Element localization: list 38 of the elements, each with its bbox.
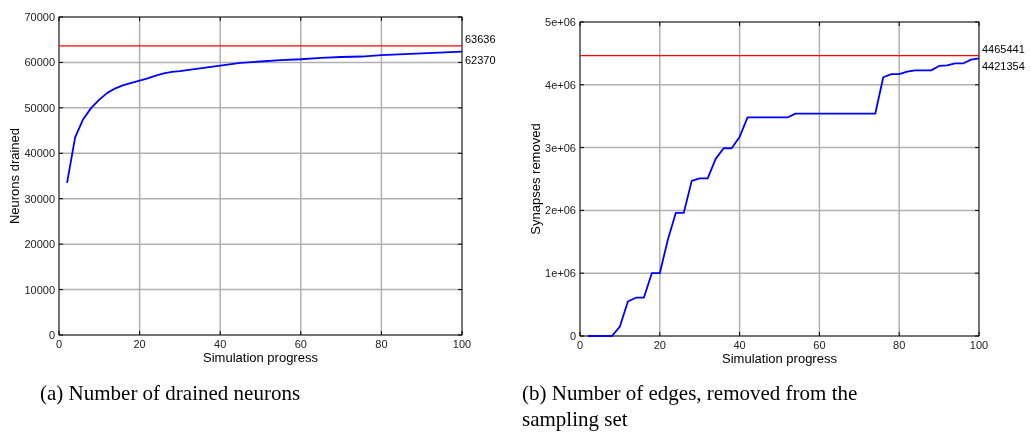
- x-tick-label: 20: [653, 339, 666, 351]
- y-tick-label: 2e+06: [545, 204, 576, 217]
- y-tick-label: 10000: [24, 283, 55, 296]
- x-tick-label: 40: [733, 339, 746, 351]
- x-tick-label: 40: [214, 338, 227, 350]
- x-tick-label: 20: [133, 338, 146, 350]
- y-tick-label: 4e+06: [545, 78, 576, 91]
- x-tick-label: 100: [452, 338, 472, 350]
- y-tick-label: 70000: [24, 11, 55, 23]
- x-tick-label: 80: [375, 338, 388, 350]
- y-tick-label: 50000: [24, 101, 55, 114]
- ref-line-label: 4465441: [982, 42, 1025, 55]
- x-tick-label: 80: [893, 339, 906, 351]
- x-tick-label: 0: [55, 338, 63, 350]
- y-tick-label: 0: [569, 330, 576, 342]
- y-tick-label: 20000: [24, 238, 55, 251]
- y-tick-label: 1e+06: [545, 267, 576, 280]
- y-tick-label: 60000: [24, 56, 55, 69]
- x-axis-title: Simulation progress: [722, 351, 838, 366]
- ref-line-label: 63636: [465, 32, 496, 45]
- line-series: [587, 57, 980, 337]
- y-axis-title: Synapses removed: [528, 123, 543, 235]
- y-tick-label: 30000: [24, 192, 55, 205]
- x-tick-label: 100: [969, 339, 989, 351]
- y-tick-label: 40000: [24, 147, 55, 160]
- text: (b) Number of edges, removed from the sampling set: [522, 381, 858, 431]
- x-tick-label: 60: [294, 338, 307, 350]
- y-tick-label: 3e+06: [545, 141, 576, 154]
- y-tick-label: 5e+06: [545, 16, 576, 28]
- text: (a) Number of drained neurons: [40, 381, 301, 405]
- annotation: 4421354: [982, 60, 1025, 73]
- annotation: 62370: [465, 53, 496, 66]
- y-axis-title: Neurons drained: [7, 127, 22, 225]
- x-axis-title: Simulation progress: [203, 350, 319, 365]
- x-tick-label: 60: [813, 339, 826, 351]
- y-tick-label: 0: [48, 329, 55, 341]
- x-tick-label: 0: [576, 339, 584, 351]
- line-series: [66, 50, 463, 184]
